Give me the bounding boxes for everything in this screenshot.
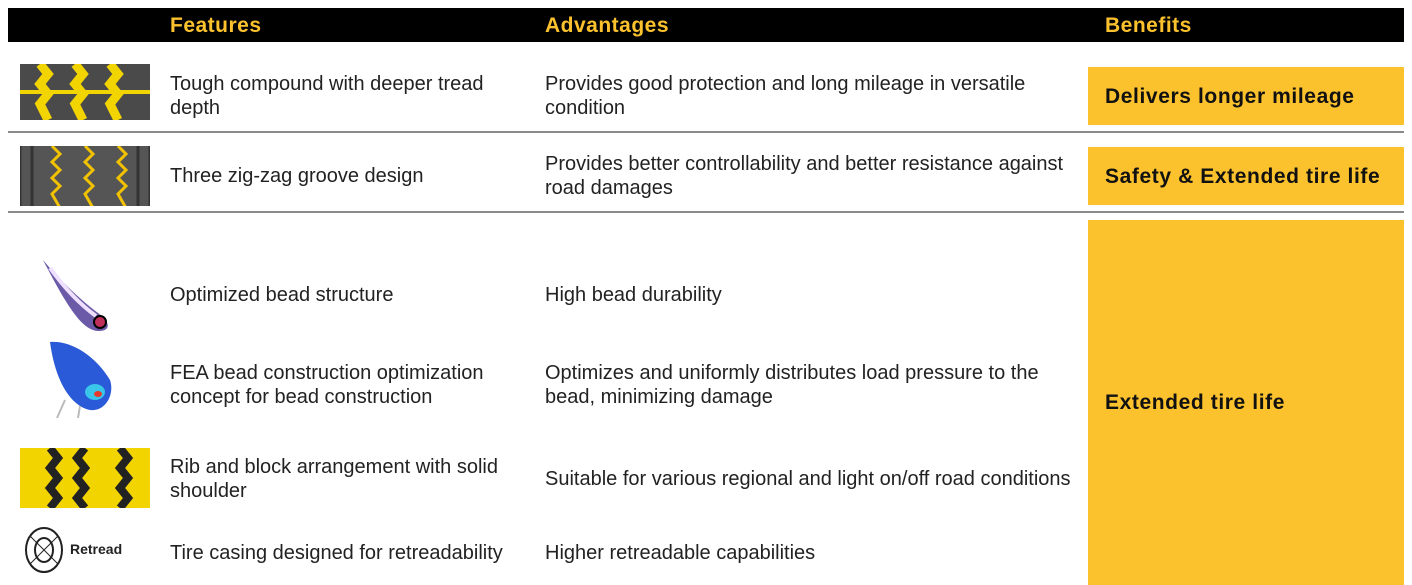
feature: FEA bead construction optimization conce… — [170, 362, 484, 408]
advantage: Optimizes and uniformly distributes load… — [545, 362, 1039, 408]
advantage: Suitable for various regional and light … — [545, 468, 1071, 490]
feature: Optimized bead structure — [170, 284, 394, 306]
separator — [8, 211, 1404, 213]
advantage: Provides better controllability and bett… — [545, 153, 1064, 199]
benefit: Safety & Extended tire life — [1088, 147, 1404, 205]
icon-label: Retread — [70, 541, 123, 557]
benefit: Extended tire life — [1088, 220, 1404, 585]
fea-icon — [50, 341, 112, 419]
tread-icon — [20, 64, 150, 120]
feature: Tough compound with deeper tread depth — [170, 73, 484, 119]
advantage: Provides good protection and long mileag… — [545, 73, 1026, 119]
tread-icon — [20, 448, 150, 508]
benefit: Delivers longer mileage — [1088, 67, 1404, 125]
tread-icon — [20, 146, 150, 206]
column-header: Features — [170, 14, 262, 37]
separator — [8, 131, 1404, 133]
feature: Three zig-zag groove design — [170, 165, 424, 187]
bead-icon — [43, 260, 108, 332]
feature: Rib and block arrangement with solid sho… — [170, 456, 498, 502]
advantage: High bead durability — [545, 284, 722, 306]
benefit-text: Delivers longer mileage — [1105, 84, 1355, 108]
benefit-text: Safety & Extended tire life — [1105, 164, 1381, 188]
column-header: Advantages — [545, 14, 670, 37]
benefit-text: Extended tire life — [1105, 391, 1286, 414]
header-bar — [8, 8, 1404, 42]
column-header: Benefits — [1105, 14, 1192, 37]
feature: Tire casing designed for retreadability — [170, 542, 503, 564]
retread-icon — [25, 527, 63, 573]
advantage: Higher retreadable capabilities — [545, 542, 816, 564]
